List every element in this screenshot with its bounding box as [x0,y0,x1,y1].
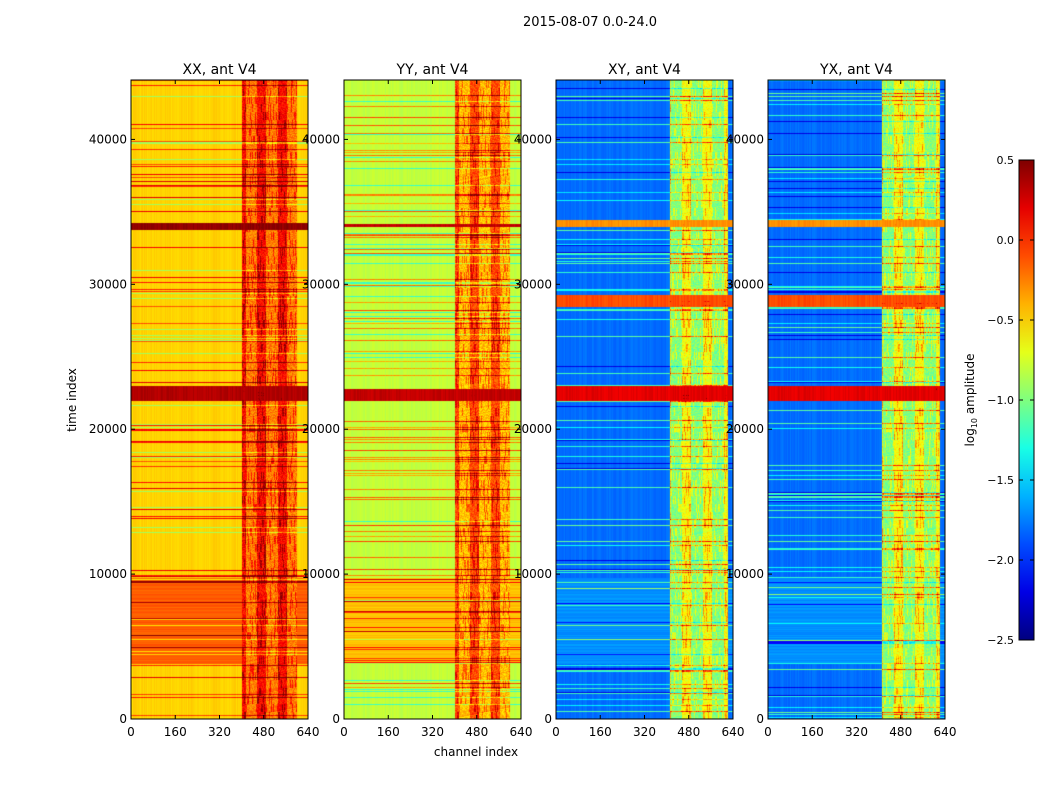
panel-title: YX, ant V4 [819,62,893,78]
x-axis-label: channel index [434,745,518,759]
y-tick-label: 30000 [302,277,340,291]
heatmap-image [131,80,308,719]
colorbar-label: log10 amplitude [963,354,979,447]
y-tick-label: 20000 [514,422,552,436]
y-tick-label: 10000 [302,567,340,581]
x-tick-label: 0 [764,725,772,739]
x-tick-label: 160 [164,725,187,739]
heatmap-image [556,80,733,719]
y-tick-label: 30000 [726,277,764,291]
x-tick-label: 320 [845,725,868,739]
x-tick-label: 0 [340,725,348,739]
panel-1: YY, ant V4 0 160 320 480 640 0 10000 20000 30000 4… [302,62,533,739]
y-tick-label: 40000 [514,132,552,146]
x-tick-label: 160 [589,725,612,739]
x-tick-label: 480 [889,725,912,739]
figure-suptitle: 2015-08-07 0.0-24.0 [523,15,657,30]
y-tick-label: 20000 [726,422,764,436]
heatmap-image [768,80,945,719]
heatmap-image [344,80,521,719]
x-tick-label: 320 [421,725,444,739]
panel-0: XX, ant V4 0 160 320 480 640 0 10000 20000 30000 4… [89,62,320,739]
x-tick-label: 640 [297,725,320,739]
x-tick-label: 160 [377,725,400,739]
x-tick-label: 480 [252,725,275,739]
x-tick-label: 480 [465,725,488,739]
panel-3: YX, ant V4 0 160 320 480 640 0 10000 20000 30000 4… [726,62,957,739]
y-tick-label: 20000 [302,422,340,436]
y-tick-label: 40000 [726,132,764,146]
colorbar-tick-label: −2.0 [987,554,1014,567]
x-tick-label: 640 [934,725,957,739]
x-tick-label: 320 [633,725,656,739]
panel-title: YY, ant V4 [396,62,469,78]
colorbar-tick-label: 0.5 [997,154,1015,167]
x-tick-label: 320 [208,725,231,739]
y-tick-label: 10000 [514,567,552,581]
y-tick-label: 0 [332,712,340,726]
y-tick-label: 30000 [514,277,552,291]
y-tick-label: 10000 [726,567,764,581]
y-tick-label: 40000 [302,132,340,146]
x-tick-label: 0 [127,725,135,739]
y-tick-label: 0 [119,712,127,726]
panel-title: XY, ant V4 [608,62,681,78]
colorbar-tick-label: −0.5 [987,314,1014,327]
y-tick-label: 10000 [89,567,127,581]
x-tick-label: 640 [722,725,745,739]
x-tick-label: 0 [552,725,560,739]
y-axis-label: time index [65,368,79,432]
panel-title: XX, ant V4 [183,62,257,78]
x-tick-label: 640 [510,725,533,739]
x-tick-label: 480 [677,725,700,739]
colorbar-tick-label: −2.5 [987,634,1014,647]
y-tick-label: 40000 [89,132,127,146]
y-tick-label: 0 [756,712,764,726]
colorbar-tick-label: −1.5 [987,474,1014,487]
colorbar-tick-label: 0.0 [997,234,1015,247]
panel-2: XY, ant V4 0 160 320 480 640 0 10000 20000 30000 4… [514,62,745,739]
y-tick-label: 20000 [89,422,127,436]
x-tick-label: 160 [801,725,824,739]
y-tick-label: 30000 [89,277,127,291]
y-tick-label: 0 [544,712,552,726]
colorbar-tick-label: −1.0 [987,394,1014,407]
